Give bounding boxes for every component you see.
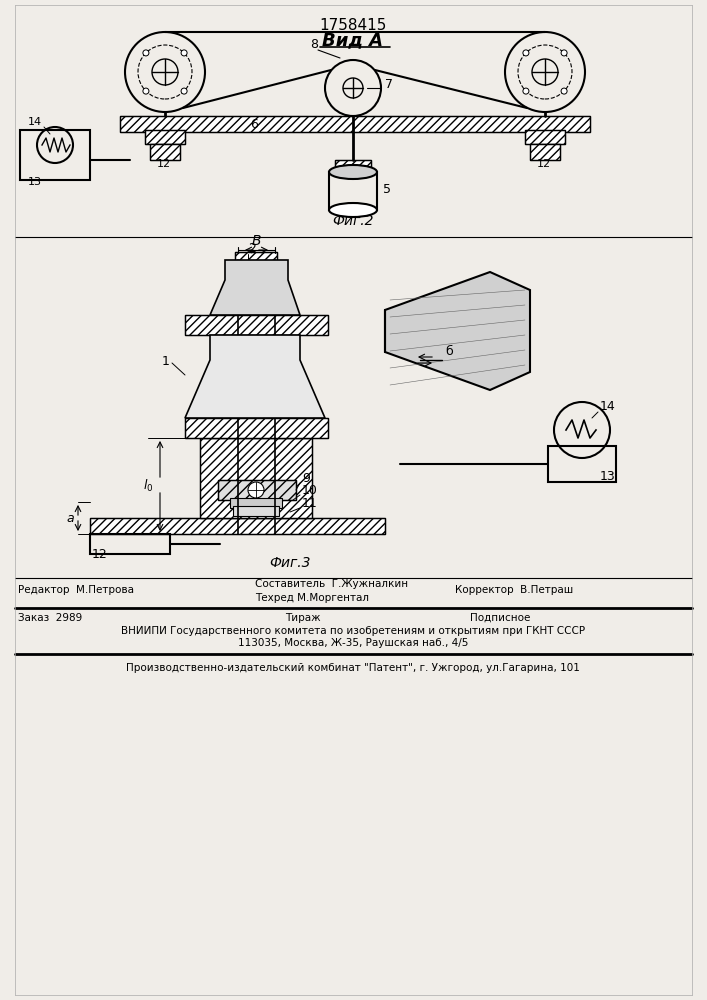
Text: 12: 12	[92, 548, 107, 561]
Bar	[218, 480, 296, 500]
Text: Редактор  М.Петрова: Редактор М.Петрова	[18, 585, 134, 595]
Bar	[329, 172, 377, 210]
Bar	[185, 315, 328, 335]
Text: Подписное: Подписное	[470, 613, 530, 623]
Polygon shape	[385, 272, 530, 390]
Circle shape	[143, 50, 149, 56]
Text: Тираж: Тираж	[285, 613, 321, 623]
Text: 9: 9	[302, 472, 310, 485]
Text: Вид А: Вид А	[322, 31, 383, 49]
Bar	[120, 116, 590, 132]
Bar	[145, 130, 185, 144]
Text: Производственно-издательский комбинат "Патент", г. Ужгород, ул.Гагарина, 101: Производственно-издательский комбинат "П…	[126, 663, 580, 673]
Text: $l_0$: $l_0$	[143, 478, 153, 494]
Bar	[150, 144, 180, 160]
Text: Фиг.3: Фиг.3	[269, 556, 311, 570]
Bar	[218, 480, 296, 500]
Bar	[20, 130, 90, 180]
Text: 1: 1	[162, 355, 170, 368]
Circle shape	[181, 88, 187, 94]
Bar	[548, 446, 616, 482]
Text: 14: 14	[28, 117, 42, 127]
Text: Техред М.Моргентал: Техред М.Моргентал	[255, 593, 369, 603]
Bar	[235, 252, 277, 262]
Text: Фиг.2: Фиг.2	[332, 214, 374, 228]
Bar	[185, 418, 328, 438]
Text: б: б	[445, 345, 452, 358]
Text: 10: 10	[302, 484, 318, 497]
Bar	[530, 144, 560, 160]
Bar	[530, 144, 560, 160]
Text: 5: 5	[383, 183, 391, 196]
Circle shape	[181, 50, 187, 56]
Text: 14: 14	[600, 400, 616, 413]
Bar	[150, 144, 180, 160]
Circle shape	[561, 50, 567, 56]
Text: 8: 8	[310, 38, 318, 51]
Text: 13: 13	[600, 470, 616, 483]
Text: 2: 2	[248, 242, 256, 255]
Bar	[90, 518, 385, 534]
Circle shape	[523, 88, 529, 94]
Text: 12: 12	[157, 159, 171, 169]
Text: 1758415: 1758415	[320, 17, 387, 32]
Text: 12: 12	[537, 159, 551, 169]
Circle shape	[143, 88, 149, 94]
Bar	[335, 160, 371, 172]
Circle shape	[561, 88, 567, 94]
Bar	[185, 418, 328, 438]
Bar	[185, 315, 328, 335]
Text: ВНИИПИ Государственного комитета по изобретениям и открытиям при ГКНТ СССР: ВНИИПИ Государственного комитета по изоб…	[121, 626, 585, 636]
Text: 113035, Москва, Ж-35, Раушская наб., 4/5: 113035, Москва, Ж-35, Раушская наб., 4/5	[238, 638, 468, 648]
Bar	[233, 506, 279, 516]
Ellipse shape	[329, 165, 377, 179]
Bar	[200, 438, 312, 518]
Text: 13: 13	[28, 177, 42, 187]
Text: 7: 7	[385, 78, 393, 91]
Bar	[90, 518, 385, 534]
Bar	[200, 438, 312, 518]
Bar	[335, 160, 371, 172]
Bar	[230, 498, 282, 508]
Bar	[525, 130, 565, 144]
Text: B: B	[251, 234, 261, 248]
Circle shape	[248, 482, 264, 498]
Bar	[525, 130, 565, 144]
Text: 11: 11	[302, 497, 317, 510]
Text: Корректор  В.Петраш: Корректор В.Петраш	[455, 585, 573, 595]
Text: Заказ  2989: Заказ 2989	[18, 613, 82, 623]
Text: a: a	[66, 512, 74, 524]
Bar	[145, 130, 185, 144]
Text: Составитель  Г.Жужналкин: Составитель Г.Жужналкин	[255, 579, 408, 589]
Polygon shape	[210, 260, 300, 315]
Polygon shape	[185, 335, 325, 418]
Circle shape	[523, 50, 529, 56]
Bar	[90, 534, 170, 554]
Ellipse shape	[329, 203, 377, 217]
Bar	[120, 116, 590, 132]
Text: 6: 6	[250, 118, 258, 131]
Bar	[235, 252, 277, 262]
